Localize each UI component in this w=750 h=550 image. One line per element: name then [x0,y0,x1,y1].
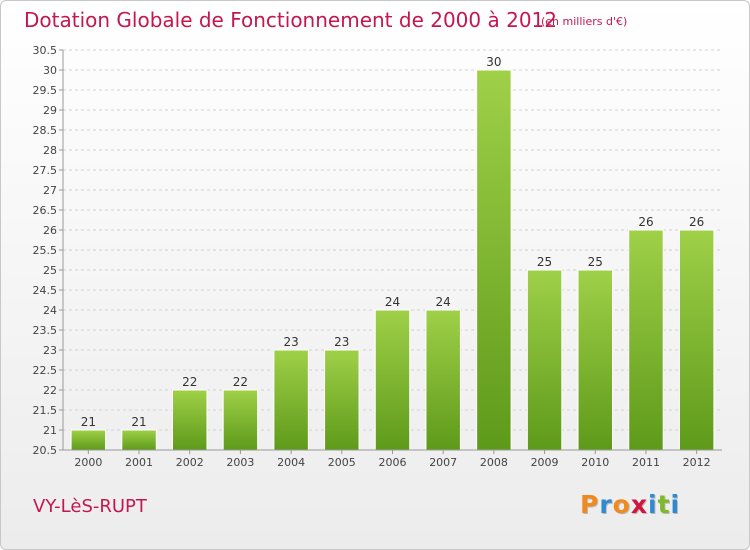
bar-value-label: 30 [486,55,501,69]
x-tick-label: 2010 [581,456,609,469]
bar [171,389,208,451]
y-tick-label: 21.5 [33,404,58,417]
x-tick-label: 2003 [226,456,254,469]
bar-value-label: 25 [537,255,552,269]
y-tick-label: 21 [43,424,57,437]
value-labels: 21 21 22 22 23 23 24 24 30 25 25 26 26 [81,55,705,429]
bar-value-label: 21 [81,415,96,429]
y-tick-label: 30.5 [33,44,58,57]
bar [374,309,411,451]
y-tick-label: 24.5 [33,284,58,297]
y-tick-label: 28 [43,144,57,157]
x-tick-label: 2012 [683,456,711,469]
bar-value-label: 23 [283,335,298,349]
y-tick-label: 29 [43,104,57,117]
bar [273,349,309,451]
bar-value-label: 21 [131,415,146,429]
logo-letter: i [670,490,681,519]
x-tick-label: 2002 [176,456,204,469]
y-tick-label: 22 [43,384,57,397]
bar-value-label: 25 [588,255,603,269]
bar [324,349,360,451]
y-tick-label: 28.5 [33,124,58,137]
logo-letter: r [599,490,613,519]
y-tick-label: 26 [43,224,57,237]
bar [678,229,715,451]
bar [121,429,157,451]
bar-value-label: 26 [689,215,704,229]
commune-name: VY-LèS-RUPT [33,496,147,517]
chart-title: Dotation Globale de Fonctionnement de 20… [24,8,557,32]
bars [70,69,715,451]
bar-value-label: 22 [182,375,197,389]
logo-letter: t [657,490,671,519]
bar [476,69,512,451]
y-tick-label: 26.5 [33,204,58,217]
bar [526,269,563,451]
bar-value-label: 26 [638,215,653,229]
y-tick-label: 22.5 [33,364,58,377]
bar-value-label: 22 [233,375,248,389]
y-tick-label: 25 [43,264,57,277]
logo-letter: i [648,490,658,519]
x-tick-label: 2009 [531,456,559,469]
y-tick-label: 30 [43,64,57,77]
x-tick-label: 2000 [74,456,102,469]
bar [577,269,614,451]
y-tick-label: 23 [43,344,57,357]
bar [70,429,107,451]
bar [628,229,664,451]
x-tick-label: 2005 [328,456,356,469]
proxiti-logo: Proxiti [580,490,680,519]
logo-letter: P [580,490,600,519]
x-tick-label: 2004 [277,456,305,469]
y-tick-label: 23.5 [33,324,58,337]
y-tick-label: 24 [43,304,57,317]
logo-letter: o [612,490,631,519]
x-tick-label: 2001 [125,456,153,469]
x-tick-label: 2006 [379,456,407,469]
bar-value-label: 23 [334,335,349,349]
bar [222,389,259,451]
y-tick-label: 27 [43,184,57,197]
y-tick-label: 29.5 [33,84,58,97]
y-axis: 20.5 21 21.5 22 22.5 23 23.5 24 24.5 25 25.5 26 26.5… [33,44,64,457]
chart-unit-note: (en milliers d'€) [541,15,628,28]
x-tick-label: 2007 [429,456,457,469]
y-tick-label: 20.5 [33,444,58,457]
x-axis: 2000 2001 2002 2003 2004 2005 2006 2007 2008 2009… [63,449,722,469]
y-tick-label: 27.5 [33,164,58,177]
x-tick-label: 2011 [632,456,660,469]
logo-letter: x [630,490,648,519]
bar-value-label: 24 [385,295,400,309]
y-tick-label: 25.5 [33,244,58,257]
x-tick-label: 2008 [480,456,508,469]
bar-value-label: 24 [436,295,451,309]
bar [425,309,461,451]
